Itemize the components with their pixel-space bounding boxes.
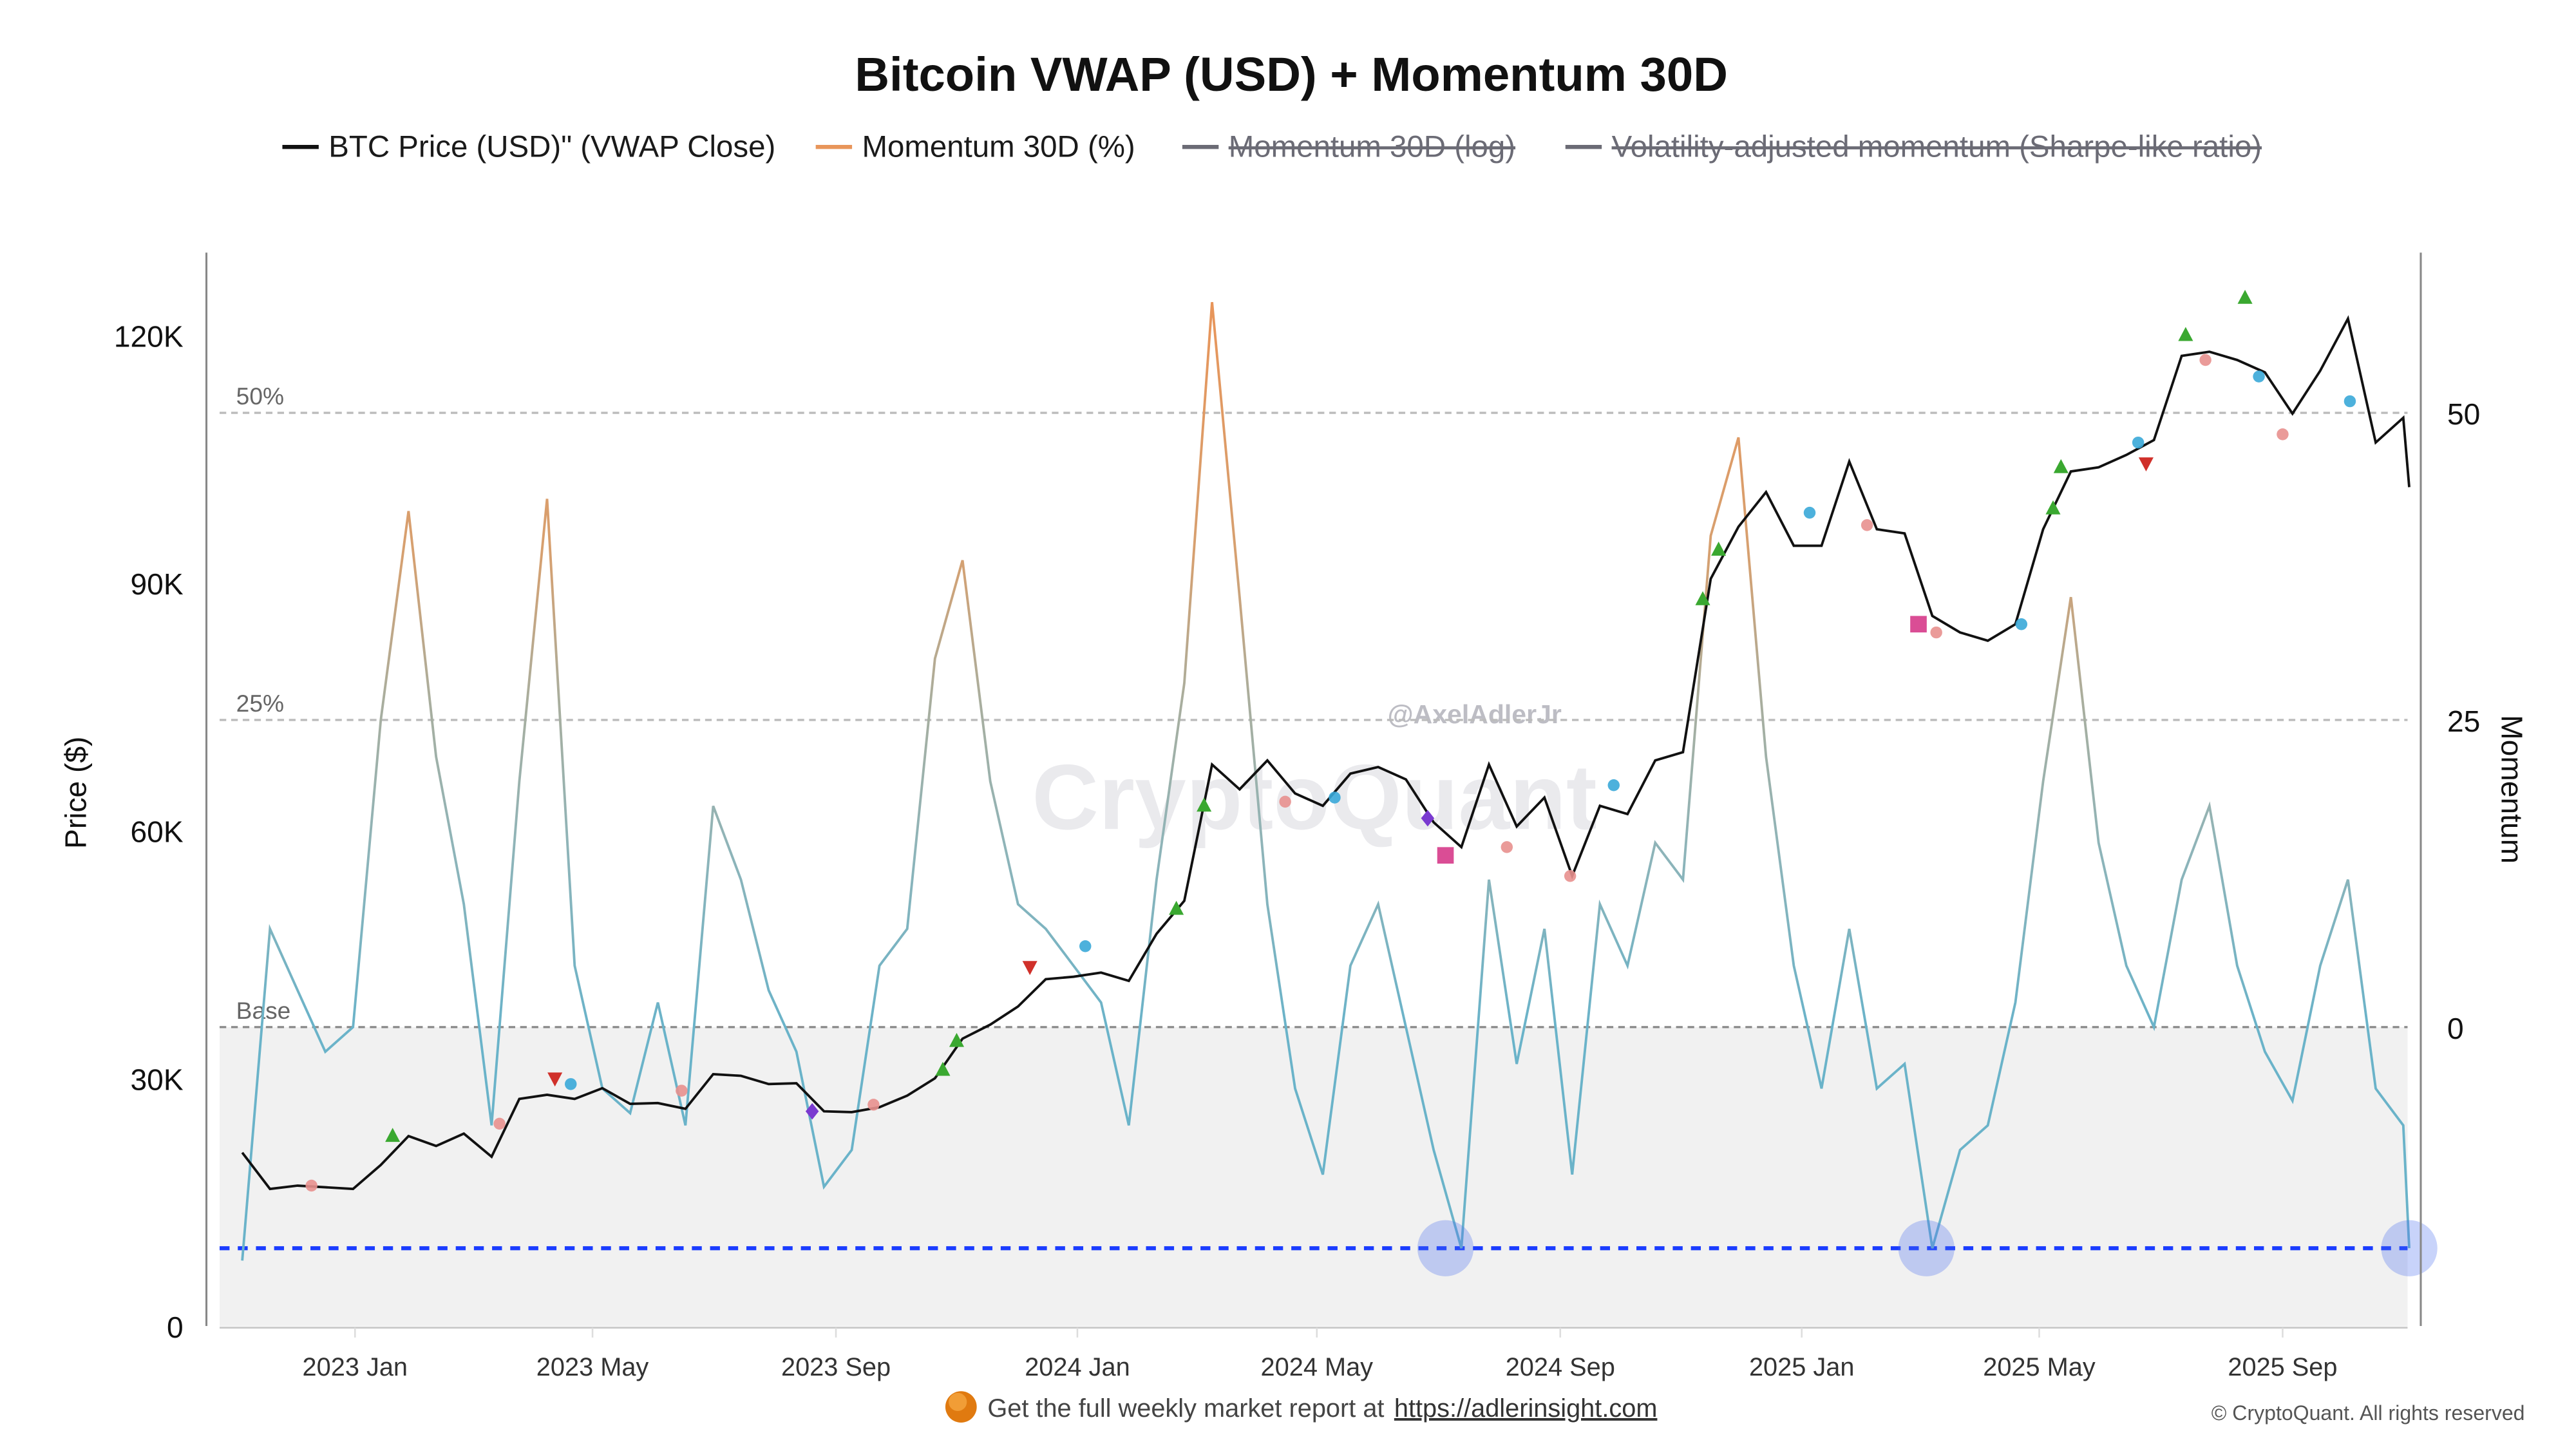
x-tick-label: 2025 May (1983, 1353, 2096, 1381)
signal-dot (2277, 428, 2289, 440)
x-tick-label: 2024 Jan (1025, 1353, 1130, 1381)
x-axis-ticks: 2023 Jan 2023 May 2023 Sep 2024 Jan 2024 May… (303, 1327, 2338, 1381)
left-tick-label: 60K (131, 815, 184, 849)
signal-up-triangle (935, 1061, 951, 1076)
signal-up-triangle (1711, 542, 1727, 556)
legend: BTC Price (USD)" (VWAP Close) Momentum 3… (282, 130, 2262, 164)
legend-item-price[interactable]: BTC Price (USD)" (VWAP Close) (282, 130, 775, 164)
signal-square (1437, 847, 1454, 864)
watermark-author: @AxelAdlerJr (1388, 699, 1562, 729)
signal-diamond (1421, 810, 1435, 827)
legend-label: Momentum 30D (log) (1229, 130, 1515, 164)
signal-dot (1803, 506, 1816, 519)
signal-dot (676, 1084, 688, 1097)
signal-dot (867, 1099, 880, 1111)
threshold-label: 25% (236, 690, 284, 717)
watermark-brand: CryptoQuant (1032, 746, 1596, 849)
signal-up-triangle (1197, 797, 1212, 812)
x-tick-label: 2024 May (1261, 1353, 1374, 1381)
signal-up-triangle (385, 1128, 401, 1142)
highlight-circles (1417, 1220, 2438, 1276)
highlight-circle (1898, 1220, 1955, 1276)
signal-up-triangle (1169, 900, 1184, 915)
signal-dot (2015, 618, 2028, 630)
x-tick-label: 2023 Jan (303, 1353, 408, 1381)
signal-dot (1329, 791, 1341, 804)
bitcoin-coin-icon (945, 1391, 977, 1423)
footer-text: Get the full weekly market report at (987, 1394, 1384, 1423)
x-tick-label: 2025 Sep (2228, 1353, 2337, 1381)
x-tick-label: 2023 May (536, 1353, 649, 1381)
momentum-series (241, 302, 2410, 1261)
left-tick-label: 0 (167, 1311, 184, 1344)
price-series (241, 315, 2410, 1191)
legend-label: Volatility-adjusted momentum (Sharpe-lik… (1612, 130, 2262, 164)
legend-item-momentum-log[interactable]: Momentum 30D (log) (1182, 130, 1515, 164)
footer-line: Get the full weekly market report at http… (987, 1394, 1657, 1423)
signal-dot (1861, 519, 1873, 531)
right-axis-title: Momentum (2496, 715, 2529, 864)
signal-up-triangle (1695, 591, 1710, 605)
price-line (241, 315, 2410, 1191)
right-tick-label: 50 (2447, 397, 2480, 431)
signal-up-triangle (949, 1032, 965, 1047)
signal-up-triangle (2053, 459, 2069, 473)
signal-dot (2253, 370, 2265, 383)
signal-dot (1564, 870, 1577, 882)
momentum-line (241, 302, 2410, 1261)
signal-dot (1607, 779, 1620, 791)
right-axis-ticks: 0 25 50 (2447, 397, 2480, 1045)
x-tick-label: 2023 Sep (781, 1353, 891, 1381)
right-tick-label: 25 (2447, 705, 2480, 738)
left-axis-ticks: 0 30K 60K 90K 120K (114, 319, 184, 1343)
below-base-shading (220, 1027, 2408, 1326)
threshold-label: 50% (236, 383, 284, 410)
signal-dot (565, 1078, 577, 1090)
signal-diamond (805, 1103, 819, 1120)
signal-up-triangle (2178, 327, 2193, 341)
legend-label: BTC Price (USD)" (VWAP Close) (328, 130, 775, 164)
signal-dot (2199, 354, 2211, 366)
signal-down-triangle (547, 1072, 563, 1087)
highlight-circle (2381, 1220, 2438, 1276)
signal-dot (1279, 795, 1291, 808)
left-tick-label: 90K (131, 567, 184, 601)
left-axis-title: Price ($) (59, 737, 92, 849)
signal-up-triangle (2045, 500, 2061, 515)
signal-dot (2132, 436, 2145, 449)
footer-link[interactable]: https://adlerinsight.com (1394, 1394, 1658, 1423)
footer: Get the full weekly market report at http… (945, 1391, 2525, 1425)
left-tick-label: 120K (114, 319, 184, 353)
copyright: © CryptoQuant. All rights reserved (2211, 1401, 2525, 1425)
chart-title: Bitcoin VWAP (USD) + Momentum 30D (855, 48, 1728, 101)
highlight-circle (1417, 1220, 1474, 1276)
signal-dot (1501, 841, 1513, 853)
signal-dot (1930, 626, 1942, 639)
legend-item-momentum[interactable]: Momentum 30D (%) (815, 130, 1135, 164)
signal-markers (305, 290, 2356, 1192)
signal-dot (1079, 940, 1092, 952)
signal-down-triangle (2138, 457, 2154, 472)
signal-dot (305, 1179, 317, 1192)
legend-item-sharpe[interactable]: Volatility-adjusted momentum (Sharpe-lik… (1565, 130, 2262, 164)
signal-down-triangle (1022, 961, 1037, 976)
signal-up-triangle (2237, 290, 2253, 304)
signal-dot (2344, 395, 2356, 408)
x-tick-label: 2025 Jan (1749, 1353, 1855, 1381)
legend-label: Momentum 30D (%) (862, 130, 1135, 164)
left-tick-label: 30K (131, 1063, 184, 1096)
signal-square (1910, 616, 1927, 633)
signal-dot (493, 1117, 506, 1130)
right-tick-label: 0 (2447, 1012, 2464, 1045)
x-tick-label: 2024 Sep (1506, 1353, 1615, 1381)
